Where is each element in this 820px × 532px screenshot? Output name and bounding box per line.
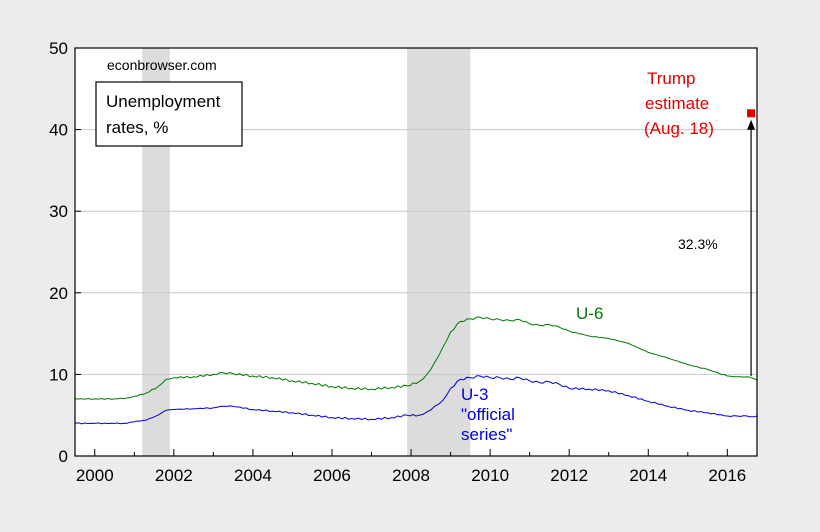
recession-band-2	[407, 48, 471, 456]
u3-series-label-line-3: series"	[461, 425, 512, 444]
y-tick-label-0: 0	[59, 447, 68, 466]
x-tick-label-2010: 2010	[471, 466, 509, 485]
series-lines	[74, 316, 758, 425]
trump-estimate-marker	[747, 109, 756, 118]
x-tick-label-2002: 2002	[155, 466, 193, 485]
u3-series-line	[74, 375, 758, 425]
legend-box-line-1: Unemployment	[106, 92, 221, 111]
arrow-gap-label: 32.3%	[678, 236, 718, 252]
x-tick-label-2016: 2016	[708, 466, 746, 485]
x-tick-label-2008: 2008	[392, 466, 430, 485]
u6-series-line	[74, 316, 758, 400]
y-tick-label-40: 40	[49, 121, 68, 140]
legend-box-line-2: rates, %	[106, 118, 168, 137]
x-tick-label-2006: 2006	[313, 466, 351, 485]
u3-series-label-line-1: U-3	[461, 385, 488, 404]
arrow-head	[747, 119, 756, 130]
trump-estimate-label-line-2: estimate	[645, 94, 709, 113]
u3-series-label-line-2: "official	[461, 405, 515, 424]
y-tick-label-10: 10	[49, 365, 68, 384]
y-tick-label-30: 30	[49, 202, 68, 221]
legend-box: Unemployment rates, %	[95, 81, 243, 147]
legend-box-frame	[95, 81, 243, 147]
y-axis: 0 10 20 30 40 50	[49, 39, 81, 466]
trump-estimate-label-line-3: (Aug. 18)	[644, 119, 714, 138]
x-tick-label-2004: 2004	[234, 466, 272, 485]
plot-area-border	[74, 47, 758, 457]
x-axis: 2000 2002 2004 2006 2008 2010 2012 2014 2016	[76, 449, 746, 485]
x-tick-label-2012: 2012	[550, 466, 588, 485]
x-tick-label-2014: 2014	[629, 466, 667, 485]
u6-series-label: U-6	[576, 304, 603, 323]
watermark-text: econbrowser.com	[107, 57, 217, 73]
y-tick-label-20: 20	[49, 284, 68, 303]
u3-series-label: U-3 "official series"	[461, 385, 520, 444]
y-tick-label-50: 50	[49, 39, 68, 58]
trump-estimate-label-line-1: Trump	[647, 69, 696, 88]
x-tick-label-2000: 2000	[76, 466, 114, 485]
trump-estimate-annotation: Trump estimate (Aug. 18)	[644, 69, 756, 377]
